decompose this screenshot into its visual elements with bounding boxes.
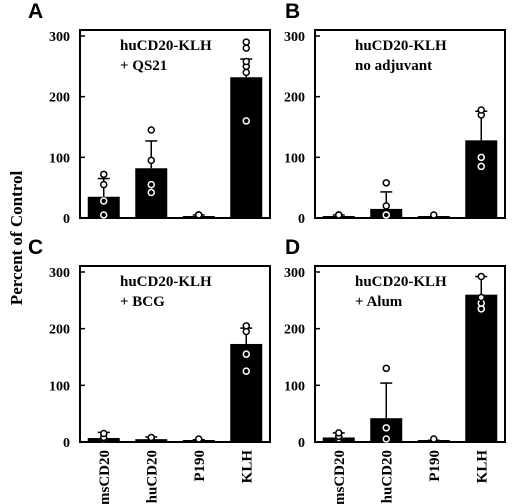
- bar-klh: [230, 343, 263, 442]
- data-point: [382, 424, 390, 432]
- data-point: [100, 180, 108, 189]
- data-point: [335, 211, 343, 219]
- panel-c: C 0 100 200 300 huCD20-KLH + BCG: [28, 236, 271, 451]
- data-point: [477, 106, 485, 114]
- plot-frame: [314, 29, 506, 219]
- data-point: [477, 272, 485, 281]
- y-tick-label: 100: [284, 379, 305, 394]
- y-axis-label: Percent of Control: [7, 171, 26, 306]
- panel-annotation: + Alum: [355, 294, 403, 310]
- bar-klh: [465, 294, 498, 442]
- data-point: [382, 435, 390, 443]
- panel-letter: B: [285, 0, 300, 23]
- panel-d: D 0 100 200 300 huCD20-KLH + Alum: [284, 236, 506, 451]
- data-point: [477, 293, 485, 302]
- panel-annotation: huCD20-KLH: [120, 274, 212, 290]
- y-tick-label: 300: [49, 30, 70, 45]
- data-point: [242, 68, 250, 77]
- bar-mscd20: [87, 196, 120, 218]
- data-point: [477, 162, 485, 171]
- data-point: [147, 433, 155, 442]
- data-point: [242, 117, 250, 125]
- panel-annotation: no adjuvant: [355, 58, 432, 74]
- bar-klh: [230, 77, 263, 219]
- data-point: [242, 38, 250, 46]
- data-point: [147, 156, 155, 165]
- panels: A 0 100 200 300 huCD20-KLH + QS21 B 0 100 200 300 hu…: [28, 0, 506, 451]
- y-tick-label: 200: [49, 91, 70, 106]
- panel-a: A 0 100 200 300 huCD20-KLH + QS21: [28, 0, 271, 227]
- panel-annotation: huCD20-KLH: [355, 38, 447, 54]
- y-tick-label: 300: [284, 30, 305, 45]
- y-tick-label: 200: [284, 91, 305, 106]
- data-point: [242, 44, 250, 52]
- panel-annotation: huCD20-KLH: [355, 274, 447, 290]
- y-tick-label: 100: [49, 151, 70, 166]
- panel-b: B 0 100 200 300 huCD20-KLH no adjuvant: [284, 0, 506, 227]
- x-category-label: msCD20: [97, 450, 113, 504]
- y-tick-label: 300: [49, 266, 70, 281]
- y-tick-label: 0: [298, 212, 305, 227]
- panel-annotation: huCD20-KLH: [120, 38, 212, 54]
- y-tick-label: 200: [284, 323, 305, 338]
- x-category-label: KLH: [474, 450, 490, 484]
- x-category-labels: msCD20 huCD20 P190 KLH msCD20 huCD20 P190 KLH: [97, 450, 491, 504]
- plot-frame: [79, 29, 271, 219]
- y-tick-label: 300: [284, 266, 305, 281]
- data-point: [242, 367, 250, 375]
- data-point: [147, 180, 155, 189]
- panel-annotation: + QS21: [120, 58, 167, 74]
- data-point: [477, 153, 485, 162]
- data-point: [242, 322, 250, 330]
- data-point: [100, 170, 108, 179]
- data-point: [147, 188, 155, 197]
- data-point: [242, 57, 250, 66]
- y-tick-label: 100: [284, 151, 305, 166]
- bar-klh: [465, 140, 498, 218]
- data-point: [100, 429, 108, 438]
- panel-letter: C: [28, 236, 43, 259]
- y-tick-label: 0: [63, 436, 70, 451]
- x-category-label: huCD20: [379, 450, 395, 503]
- plot-frame: [314, 265, 506, 443]
- x-category-label: P190: [192, 450, 208, 482]
- y-tick-label: 200: [49, 323, 70, 338]
- x-category-label: huCD20: [144, 450, 160, 503]
- data-point: [195, 211, 203, 219]
- data-point: [242, 350, 250, 358]
- panel-annotation: + BCG: [120, 294, 165, 310]
- data-point: [147, 126, 155, 134]
- x-category-label: KLH: [239, 450, 255, 484]
- panel-letter: D: [285, 236, 300, 259]
- y-tick-label: 0: [298, 436, 305, 451]
- data-point: [382, 211, 390, 219]
- panel-letter: A: [28, 0, 43, 23]
- data-point: [335, 429, 343, 437]
- x-category-label: P190: [427, 450, 443, 482]
- data-point: [382, 202, 390, 210]
- y-tick-label: 100: [49, 379, 70, 394]
- plot-frame: [79, 265, 271, 443]
- data-point: [382, 179, 390, 187]
- data-point: [382, 364, 390, 373]
- data-point: [100, 197, 108, 205]
- x-category-label: msCD20: [332, 450, 348, 504]
- y-tick-label: 0: [63, 212, 70, 227]
- data-point: [195, 435, 203, 443]
- data-point: [430, 211, 438, 219]
- data-point: [430, 435, 438, 443]
- data-point: [100, 211, 108, 219]
